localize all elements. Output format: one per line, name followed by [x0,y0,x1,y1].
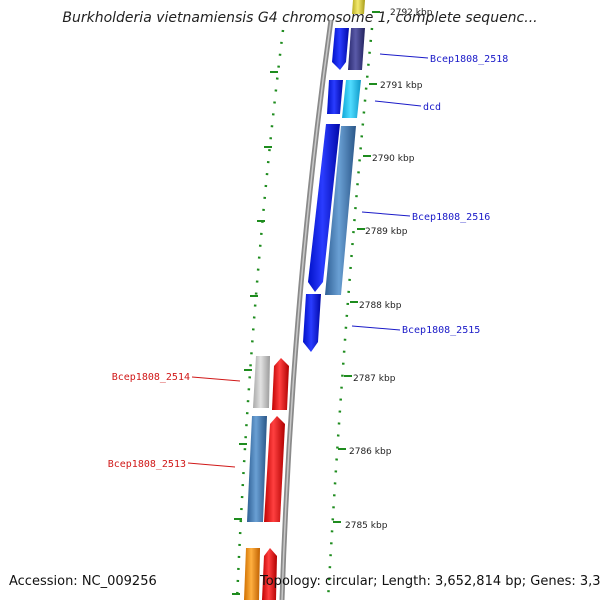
gene-label-bcep1808-2513[interactable]: Bcep1808_2513 [108,459,186,470]
gene-red-bottom[interactable] [262,548,277,600]
tick-label: 2792 kbp [390,8,433,18]
tick-label: 2788 kbp [359,301,402,311]
tick-label: 2790 kbp [372,154,415,164]
leader-dcd [374,100,422,107]
tick-2789: 2789 kbp [357,227,408,237]
genome-summary: Topology: circular; Length: 3,652,814 bp… [260,574,600,589]
backbone-highlight [281,19,332,600]
map-title: Burkholderia vietnamiensis G4 chromosome… [62,10,538,26]
leader-bcep2516 [361,211,411,217]
tick-2790: 2790 kbp [363,154,415,164]
gene-red-upper[interactable] [272,358,289,410]
tick-2788: 2788 kbp [350,301,402,311]
tick-label: 2789 kbp [365,227,408,237]
tick-2791: 2791 kbp [369,81,423,91]
gene-blue-2791[interactable] [327,80,343,114]
inner-ring-ticks [232,71,278,595]
gene-label-bcep1808-2518[interactable]: Bcep1808_2518 [430,54,508,65]
tick-label: 2786 kbp [349,447,392,457]
gene-bcep1808-2518[interactable] [348,28,365,70]
tick-label: 2787 kbp [353,374,396,384]
tick-2785: 2785 kbp [333,521,388,531]
leader-bcep2518 [379,53,429,59]
gene-orange-bottom[interactable] [244,548,260,600]
tick-2792: 2792 kbp [372,8,433,18]
tick-label: 2791 kbp [380,81,423,91]
leader-bcep2513 [187,462,236,468]
gene-blue-long[interactable] [308,124,340,292]
gene-red-lower[interactable] [264,416,285,522]
leader-bcep2515 [351,325,401,331]
gene-dcd[interactable] [342,80,361,118]
gene-yellow-top[interactable] [352,0,365,14]
tick-2787: 2787 kbp [344,374,396,384]
gene-bcep1808-2515[interactable] [303,294,321,352]
leader-bcep2514 [191,376,241,382]
gene-bcep1808-2514[interactable] [253,356,270,408]
gene-bcep1808-2513[interactable] [247,416,267,522]
tick-2786: 2786 kbp [338,447,392,457]
gene-label-bcep1808-2514[interactable]: Bcep1808_2514 [112,372,190,383]
gene-blue-top[interactable] [332,28,349,70]
gene-label-dcd[interactable]: dcd [423,102,441,113]
gene-bcep1808-2516[interactable] [325,126,356,295]
tick-label: 2785 kbp [345,521,388,531]
gene-label-bcep1808-2516[interactable]: Bcep1808_2516 [412,212,490,223]
accession-label: Accession: NC_009256 [9,574,157,589]
gene-label-bcep1808-2515[interactable]: Bcep1808_2515 [402,325,480,336]
